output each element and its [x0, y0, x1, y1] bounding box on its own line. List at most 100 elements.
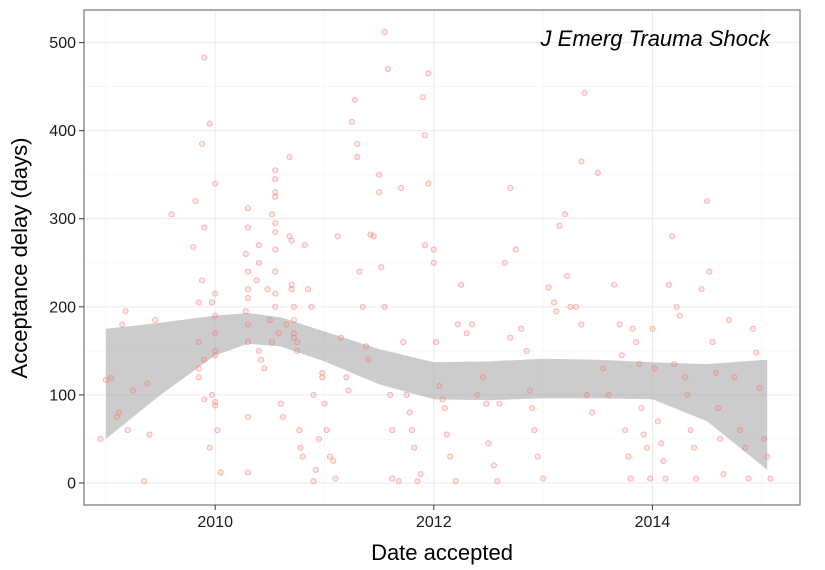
scatter-point — [258, 356, 265, 363]
scatter-point — [717, 435, 724, 442]
scatter-point — [244, 339, 252, 346]
grid-lines — [84, 10, 800, 505]
scatter-point — [422, 242, 429, 249]
scatter-point — [483, 400, 490, 407]
scatter-point — [201, 224, 208, 231]
scatter-point — [212, 330, 219, 337]
scatter-point — [201, 356, 208, 363]
scatter-point — [272, 303, 279, 310]
scatter-point — [345, 387, 352, 394]
scatter-point — [425, 180, 432, 187]
scatter-point — [242, 308, 249, 315]
scatter-point — [312, 466, 319, 473]
scatter-point — [665, 281, 672, 288]
scatter-point — [647, 475, 654, 482]
scatter-point — [501, 259, 508, 266]
scatter-point — [244, 286, 252, 293]
scatter-point — [419, 94, 426, 101]
scatter-point — [212, 347, 219, 354]
scatter-point — [447, 453, 454, 460]
scatter-point — [334, 233, 341, 240]
scatter-point — [749, 325, 757, 332]
scatter-point — [290, 316, 297, 324]
scatter-point — [362, 343, 370, 350]
scatter-point — [370, 233, 377, 240]
axis-ticks: 0 100 200 300 400 500 2010 2012 2014 — [49, 35, 670, 531]
scatter-point — [378, 264, 385, 271]
y-tick-label: 100 — [49, 387, 76, 404]
scatter-point — [272, 228, 279, 236]
scatter-point — [319, 369, 326, 376]
panel-border — [83, 9, 801, 506]
y-axis-title: Acceptance delay (days) — [7, 138, 32, 379]
scatter-point — [310, 478, 317, 485]
scatter-point — [199, 277, 206, 284]
scatter-point — [669, 233, 676, 240]
scatter-point — [343, 374, 350, 381]
scatter-point — [556, 222, 563, 229]
scatter-point — [414, 478, 421, 485]
scatter-point — [365, 356, 372, 363]
y-tick-label: 500 — [49, 35, 76, 52]
scatter-point — [406, 409, 413, 416]
scatter-point — [673, 303, 680, 310]
scatter-point — [266, 316, 273, 324]
scatter-point — [452, 478, 459, 485]
scatter-point — [395, 478, 402, 485]
scatter-point — [507, 334, 514, 341]
scatter-point — [731, 374, 738, 381]
scatter-point — [760, 435, 767, 442]
scatter-point — [583, 391, 590, 398]
scatter-point — [290, 330, 297, 337]
scatter-point — [698, 286, 705, 293]
scatter-point — [561, 211, 569, 218]
scatter-point — [622, 427, 629, 434]
scatter-point — [212, 180, 219, 187]
scatter-point — [212, 290, 219, 297]
scatter-point — [244, 321, 252, 328]
scatter-point — [687, 427, 694, 434]
scatter-point — [436, 383, 443, 390]
scatter-point — [720, 471, 727, 478]
scatter-point — [439, 396, 446, 403]
scatter-point — [288, 237, 295, 244]
scatter-point — [550, 299, 558, 306]
scatter-point — [709, 339, 716, 346]
confidence-band-area — [105, 313, 768, 470]
scatter-point — [206, 120, 213, 127]
scatter-point — [290, 334, 297, 341]
scatter-point — [356, 268, 363, 275]
scatter-point — [753, 349, 760, 356]
scatter-point — [638, 405, 645, 412]
scatter-point — [589, 409, 596, 416]
scatter-point — [564, 272, 571, 280]
scatter-point — [283, 321, 290, 328]
scatter-point — [272, 220, 279, 227]
scatter-point — [627, 475, 634, 482]
scatter-point — [625, 453, 632, 460]
scatter-point — [640, 431, 647, 438]
scatter-point — [376, 171, 383, 178]
scatter-point — [195, 365, 202, 372]
scatter-point — [578, 158, 585, 165]
scatter-point — [518, 325, 525, 332]
scatter-point — [367, 231, 374, 238]
scatter-point — [130, 387, 137, 394]
scatter-point — [387, 391, 394, 398]
scatter-point — [567, 303, 574, 310]
data-points — [97, 28, 774, 485]
scatter-point — [212, 402, 219, 409]
scatter-point — [102, 376, 109, 383]
scatter-point — [192, 198, 199, 205]
smooth-confidence-band — [105, 313, 768, 470]
scatter-point — [408, 427, 415, 434]
scatter-point — [425, 70, 432, 77]
scatter-point — [684, 391, 691, 398]
scatter-point — [384, 65, 391, 73]
scatter-point — [277, 400, 284, 407]
scatter-point — [572, 303, 579, 310]
scatter-point — [671, 361, 678, 368]
scatter-point — [124, 427, 131, 434]
y-tick-label: 0 — [67, 475, 76, 492]
